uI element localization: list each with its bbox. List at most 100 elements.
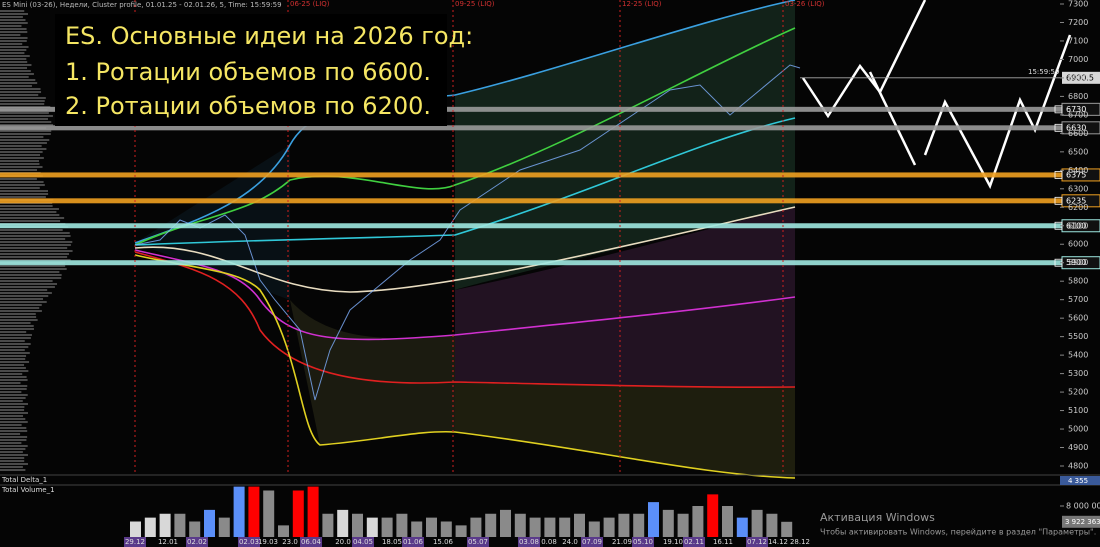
level-label: 6100 bbox=[1066, 221, 1086, 230]
profile-bar bbox=[0, 247, 68, 249]
ideas-box bbox=[55, 14, 447, 126]
delta-label: Total Delta_1 bbox=[1, 476, 47, 484]
volume-bar bbox=[322, 513, 334, 537]
profile-bar bbox=[0, 253, 69, 255]
volume-bar bbox=[707, 494, 719, 537]
profile-bar bbox=[0, 463, 28, 465]
profile-bar bbox=[0, 316, 37, 318]
level-line bbox=[0, 260, 1062, 266]
profile-bar bbox=[0, 184, 45, 186]
last-volume-label: 3 922 363 bbox=[1065, 518, 1100, 526]
profile-bar bbox=[0, 103, 45, 105]
profile-bar bbox=[0, 157, 44, 159]
volume-bar bbox=[692, 506, 704, 537]
level-line bbox=[0, 172, 1062, 178]
profile-bar bbox=[0, 79, 36, 81]
level-close-icon bbox=[1054, 171, 1063, 179]
profile-bar bbox=[0, 115, 53, 117]
volume-bar bbox=[278, 525, 289, 537]
volume-bar bbox=[189, 521, 201, 537]
last-time-label: 15:59:59 bbox=[1028, 68, 1059, 76]
profile-bar bbox=[0, 427, 27, 429]
profile-bar bbox=[0, 412, 28, 414]
volume-bar bbox=[455, 525, 467, 537]
profile-bar bbox=[0, 124, 54, 126]
profile-bar bbox=[0, 37, 28, 39]
band-beige bbox=[134, 206, 796, 293]
y-tick-label: 5700 bbox=[1068, 295, 1088, 304]
volume-bar bbox=[544, 517, 556, 537]
profile-bar bbox=[0, 259, 71, 261]
date-label: 06.04 bbox=[301, 538, 322, 546]
volume-bar bbox=[559, 517, 571, 537]
level-label: 6235 bbox=[1066, 196, 1086, 205]
profile-bar bbox=[0, 232, 70, 234]
level-close-icon bbox=[1054, 105, 1063, 114]
projection-line bbox=[801, 0, 927, 119]
date-label: 07.12 bbox=[747, 538, 767, 546]
profile-bar bbox=[0, 328, 34, 330]
profile-bar bbox=[0, 22, 28, 24]
profile-bar bbox=[0, 166, 43, 168]
date-highlight bbox=[746, 537, 768, 547]
y-tick-label: 6100 bbox=[1068, 221, 1088, 230]
profile-bar bbox=[0, 67, 28, 69]
volume-bar bbox=[529, 517, 541, 537]
profile-bar bbox=[0, 298, 44, 300]
date-highlight bbox=[186, 537, 208, 547]
profile-bar bbox=[0, 244, 71, 246]
y-tick-label: 8 000 000 bbox=[1066, 502, 1100, 511]
level-line bbox=[0, 198, 1062, 204]
rollover-label: 06-25 (LIQ) bbox=[290, 0, 330, 8]
volume-bar bbox=[751, 509, 763, 537]
band-magenta bbox=[134, 249, 796, 341]
profile-bar bbox=[0, 283, 58, 285]
profile-bar bbox=[0, 403, 28, 405]
volume-bar bbox=[292, 490, 304, 537]
volume-bar bbox=[500, 509, 511, 537]
profile-bar bbox=[0, 460, 25, 462]
profile-bar bbox=[0, 286, 55, 288]
profile-bar bbox=[0, 190, 49, 192]
date-highlight bbox=[238, 537, 260, 547]
lower-zone bbox=[455, 382, 795, 478]
profile-bar bbox=[0, 433, 21, 435]
ideas-title: ES. Основные идеи на 2026 год: bbox=[65, 22, 473, 50]
profile-bar bbox=[0, 406, 25, 408]
profile-bar bbox=[0, 313, 36, 315]
profile-bar bbox=[0, 373, 23, 375]
watermark-title: Активация Windows bbox=[820, 511, 935, 524]
volume-bar bbox=[603, 517, 615, 537]
profile-bar bbox=[0, 196, 46, 198]
date-highlight bbox=[402, 537, 424, 547]
profile-bar bbox=[0, 304, 42, 306]
level-line bbox=[0, 106, 1062, 112]
profile-bar bbox=[0, 445, 28, 447]
profile-bar bbox=[0, 100, 45, 102]
volume-label: Total Volume_1 bbox=[1, 486, 55, 494]
profile-bar bbox=[0, 358, 26, 360]
profile-bar bbox=[0, 139, 50, 141]
date-label: 05.10 bbox=[633, 538, 653, 546]
date-label: 0.08 bbox=[541, 538, 557, 546]
volume-bar bbox=[574, 513, 585, 537]
volume-bar bbox=[233, 486, 245, 537]
volume-bar bbox=[204, 509, 215, 537]
ideas-item: 1. Ротации объемов по 6600. bbox=[65, 58, 431, 86]
projection-line bbox=[868, 71, 917, 166]
date-label: 21.09 bbox=[612, 538, 632, 546]
volume-bar bbox=[337, 509, 349, 537]
date-highlight bbox=[581, 537, 603, 547]
last-price-box bbox=[1062, 71, 1100, 84]
profile-bar bbox=[0, 217, 65, 219]
profile-bar bbox=[0, 430, 28, 432]
y-tick-label: 6400 bbox=[1068, 166, 1088, 175]
volume-bar bbox=[396, 513, 408, 537]
y-tick-label: 5500 bbox=[1068, 332, 1088, 341]
y-tick-label: 5100 bbox=[1068, 406, 1088, 415]
profile-bar bbox=[0, 343, 31, 345]
level-label: 5900 bbox=[1066, 258, 1086, 267]
delta-value: 4 355 bbox=[1068, 477, 1088, 485]
